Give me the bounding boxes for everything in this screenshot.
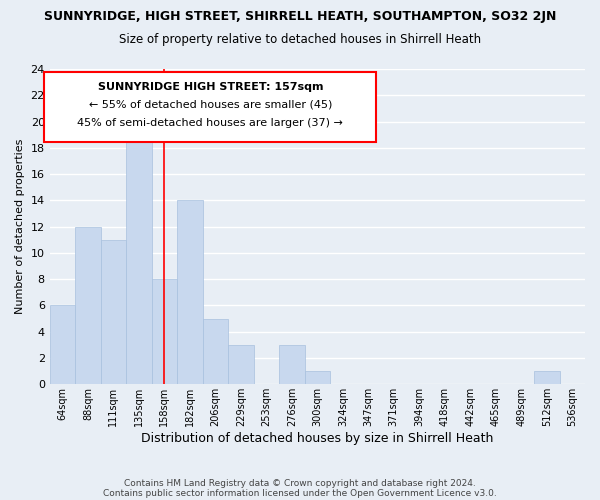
Bar xyxy=(228,345,254,385)
FancyBboxPatch shape xyxy=(44,72,376,142)
Text: SUNNYRIDGE HIGH STREET: 157sqm: SUNNYRIDGE HIGH STREET: 157sqm xyxy=(98,82,323,92)
X-axis label: Distribution of detached houses by size in Shirrell Heath: Distribution of detached houses by size … xyxy=(141,432,494,445)
Bar xyxy=(101,240,126,384)
Bar xyxy=(50,306,75,384)
Bar xyxy=(152,279,177,384)
Bar xyxy=(279,345,305,385)
Text: SUNNYRIDGE, HIGH STREET, SHIRRELL HEATH, SOUTHAMPTON, SO32 2JN: SUNNYRIDGE, HIGH STREET, SHIRRELL HEATH,… xyxy=(44,10,556,23)
Text: Contains HM Land Registry data © Crown copyright and database right 2024.: Contains HM Land Registry data © Crown c… xyxy=(124,478,476,488)
Bar xyxy=(126,134,152,384)
Bar xyxy=(534,371,560,384)
Bar xyxy=(305,371,330,384)
Y-axis label: Number of detached properties: Number of detached properties xyxy=(15,139,25,314)
Text: 45% of semi-detached houses are larger (37) →: 45% of semi-detached houses are larger (… xyxy=(77,118,343,128)
Bar xyxy=(75,226,101,384)
Text: Contains public sector information licensed under the Open Government Licence v3: Contains public sector information licen… xyxy=(103,488,497,498)
Bar xyxy=(203,318,228,384)
Bar xyxy=(177,200,203,384)
Text: Size of property relative to detached houses in Shirrell Heath: Size of property relative to detached ho… xyxy=(119,32,481,46)
Text: ← 55% of detached houses are smaller (45): ← 55% of detached houses are smaller (45… xyxy=(89,100,332,110)
